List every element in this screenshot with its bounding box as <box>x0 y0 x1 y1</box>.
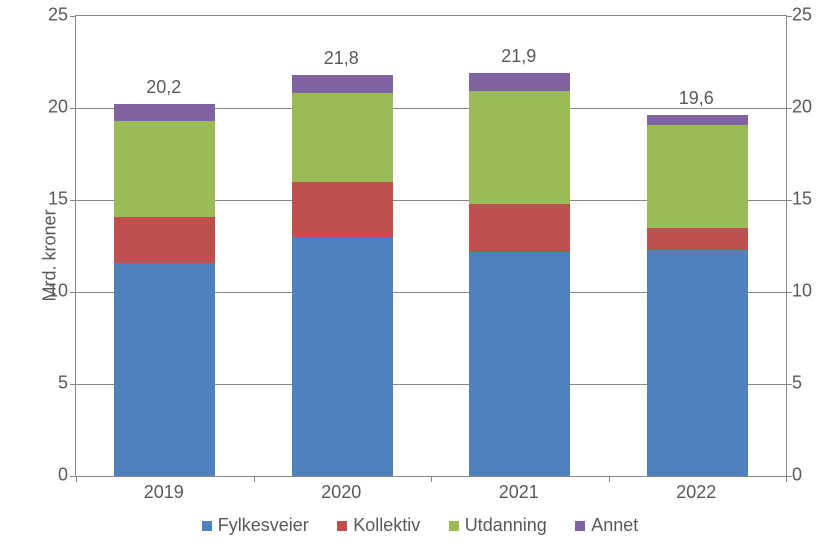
plot-area <box>75 15 787 477</box>
y-tick-label-left: 0 <box>28 465 68 486</box>
legend: Fylkesveier Kollektiv Utdanning Annet <box>0 515 840 536</box>
bar-segment <box>469 91 570 203</box>
tick-mark <box>70 16 76 17</box>
legend-label: Utdanning <box>465 515 547 535</box>
legend-label: Fylkesveier <box>218 515 309 535</box>
y-tick-label-right: 10 <box>792 281 832 302</box>
y-tick-label-right: 20 <box>792 97 832 118</box>
chart-container: Mrd. kroner Fylkesveier Kollektiv Utdann… <box>0 0 840 553</box>
y-tick-label-left: 15 <box>28 189 68 210</box>
legend-label: Kollektiv <box>353 515 420 535</box>
bar-total-label: 21,8 <box>324 48 359 69</box>
y-tick-label-left: 25 <box>28 5 68 26</box>
y-tick-label-right: 15 <box>792 189 832 210</box>
tick-mark <box>609 476 610 482</box>
bar-total-label: 19,6 <box>679 88 714 109</box>
bar-segment <box>114 121 215 217</box>
bar-segment <box>114 217 215 263</box>
bar-segment <box>647 250 748 476</box>
y-tick-label-right: 25 <box>792 5 832 26</box>
bar-segment <box>114 263 215 476</box>
legend-swatch <box>337 521 347 531</box>
y-tick-label-left: 10 <box>28 281 68 302</box>
bar-segment <box>469 204 570 252</box>
legend-swatch <box>202 521 212 531</box>
tick-mark <box>76 476 77 482</box>
legend-swatch <box>575 521 585 531</box>
x-tick-label: 2020 <box>321 482 361 503</box>
bar-segment <box>292 237 393 476</box>
tick-mark <box>70 384 76 385</box>
legend-item-fylkesveier: Fylkesveier <box>202 515 309 536</box>
bar-segment <box>469 252 570 476</box>
bar-segment <box>469 73 570 91</box>
bar-segment <box>647 115 748 124</box>
x-tick-label: 2019 <box>144 482 184 503</box>
y-tick-label-left: 20 <box>28 97 68 118</box>
bar-segment <box>114 104 215 121</box>
tick-mark <box>786 476 787 482</box>
y-tick-label-left: 5 <box>28 373 68 394</box>
legend-swatch <box>449 521 459 531</box>
bar-segment <box>647 228 748 250</box>
legend-label: Annet <box>591 515 638 535</box>
x-tick-label: 2022 <box>676 482 716 503</box>
tick-mark <box>254 476 255 482</box>
x-tick-label: 2021 <box>499 482 539 503</box>
legend-item-kollektiv: Kollektiv <box>337 515 420 536</box>
legend-item-utdanning: Utdanning <box>449 515 547 536</box>
bar-segment <box>292 182 393 237</box>
tick-mark <box>431 476 432 482</box>
y-tick-label-right: 5 <box>792 373 832 394</box>
tick-mark <box>70 200 76 201</box>
y-tick-label-right: 0 <box>792 465 832 486</box>
bar-segment <box>292 93 393 181</box>
bar-total-label: 20,2 <box>146 77 181 98</box>
bar-total-label: 21,9 <box>501 46 536 67</box>
bar-segment <box>292 75 393 93</box>
tick-mark <box>70 292 76 293</box>
tick-mark <box>70 108 76 109</box>
legend-item-annet: Annet <box>575 515 638 536</box>
bar-segment <box>647 125 748 228</box>
